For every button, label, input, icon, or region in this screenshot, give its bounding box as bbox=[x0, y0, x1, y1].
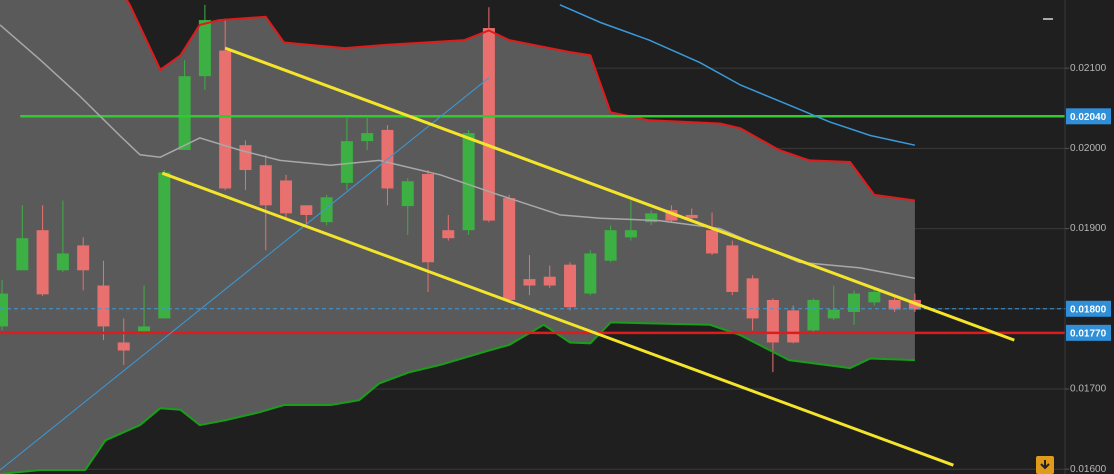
candle-body bbox=[564, 264, 577, 308]
y-tick-label: 0.01600 bbox=[1070, 464, 1107, 474]
candle-body bbox=[523, 279, 536, 286]
candle-body bbox=[442, 230, 455, 239]
candle-body bbox=[300, 205, 313, 215]
candle-body bbox=[16, 238, 29, 271]
candle-body bbox=[665, 210, 678, 221]
band-upper bbox=[125, 0, 916, 202]
level-label: 0.02040 bbox=[1070, 112, 1107, 123]
candle-body bbox=[219, 50, 232, 189]
candle-body bbox=[56, 253, 69, 271]
candle-body bbox=[97, 285, 110, 327]
candle-body bbox=[36, 230, 49, 295]
candle-body bbox=[807, 299, 820, 331]
level-label: 0.01800 bbox=[1070, 304, 1107, 315]
candle-body bbox=[77, 245, 90, 271]
candle-body bbox=[259, 165, 272, 206]
level-label-box bbox=[1066, 300, 1111, 317]
level-label-box bbox=[1066, 324, 1111, 341]
candle-body bbox=[138, 326, 151, 332]
y-tick-label: 0.01900 bbox=[1070, 223, 1107, 234]
candle-body bbox=[239, 145, 252, 171]
candle-body bbox=[645, 213, 658, 223]
candle-body bbox=[543, 276, 556, 286]
candle-body bbox=[401, 181, 414, 207]
candle-body bbox=[178, 76, 191, 150]
candle-body bbox=[503, 198, 516, 300]
candle-body bbox=[422, 174, 435, 263]
y-tick-label: 0.01700 bbox=[1070, 384, 1107, 395]
candle-body bbox=[726, 245, 739, 292]
candle-body bbox=[0, 293, 9, 327]
band-lower bbox=[0, 321, 915, 474]
candle-body bbox=[848, 293, 861, 312]
scroll-arrow bbox=[1040, 460, 1050, 470]
level-label-box bbox=[1066, 108, 1111, 125]
candle-body bbox=[624, 230, 637, 238]
candle-body bbox=[827, 309, 840, 319]
candle-body bbox=[685, 214, 698, 219]
minimize-icon[interactable] bbox=[1043, 18, 1053, 20]
level-label: 0.01770 bbox=[1070, 328, 1107, 339]
candle-body bbox=[888, 299, 901, 310]
y-tick-label: 0.02100 bbox=[1070, 63, 1107, 74]
candle-body bbox=[787, 310, 800, 343]
candle-body bbox=[746, 278, 759, 319]
overlay-line bbox=[559, 4, 916, 146]
y-tick-label: 0.02000 bbox=[1070, 143, 1107, 154]
candle-body bbox=[604, 230, 617, 261]
candle-body bbox=[868, 291, 881, 303]
plot-area bbox=[0, 0, 1065, 474]
candle-body bbox=[766, 299, 779, 343]
overlay-line bbox=[161, 171, 954, 467]
candle-body bbox=[198, 20, 211, 77]
overlay-line bbox=[0, 77, 490, 471]
candle-body bbox=[340, 141, 353, 183]
overlay-line bbox=[224, 46, 1015, 342]
candle-body bbox=[361, 133, 374, 142]
candle-body bbox=[280, 180, 293, 214]
candle-body bbox=[584, 253, 597, 294]
candle-body bbox=[482, 28, 495, 221]
candle-body bbox=[117, 342, 130, 351]
candle-body bbox=[706, 230, 719, 254]
candle-body bbox=[462, 133, 475, 231]
candle-body bbox=[320, 197, 333, 223]
candle-body bbox=[158, 172, 171, 319]
